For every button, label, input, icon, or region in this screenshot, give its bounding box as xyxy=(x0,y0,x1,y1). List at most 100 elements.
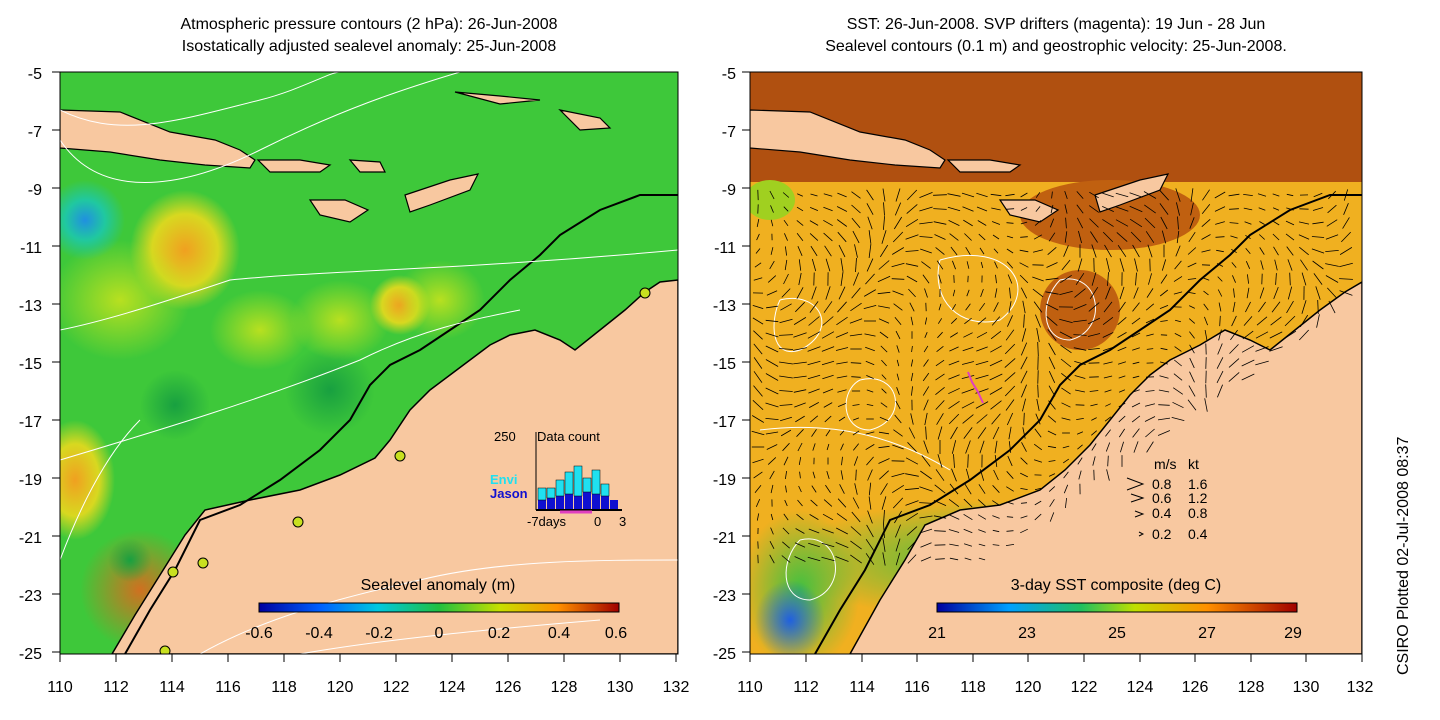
velocity-arrow xyxy=(1006,248,1014,254)
velocity-arrow xyxy=(810,499,818,507)
left-land-islands xyxy=(60,91,612,223)
velocity-arrow xyxy=(835,556,849,562)
velocity-arrow xyxy=(920,542,932,548)
velocity-arrow xyxy=(1272,233,1280,241)
velocity-arrow xyxy=(1035,206,1041,212)
velocity-arrow xyxy=(851,191,861,199)
left-y-tick: -5 xyxy=(28,66,42,83)
velocity-arrow xyxy=(852,404,860,406)
velocity-arrow xyxy=(753,357,763,369)
velocity-arrow xyxy=(1241,373,1255,381)
velocity-arrow xyxy=(1049,218,1055,228)
velocity-arrow xyxy=(1102,192,1114,198)
velocity-arrow xyxy=(1089,286,1099,300)
velocity-arrow xyxy=(1258,207,1266,211)
velocity-arrow xyxy=(1146,333,1154,337)
velocity-arrow xyxy=(908,288,916,298)
inset-bar-jason xyxy=(538,500,546,510)
velocity-arrow xyxy=(1217,289,1223,297)
velocity-arrow xyxy=(1130,231,1142,243)
velocity-arrow xyxy=(1146,441,1154,453)
velocity-arrow xyxy=(1063,245,1069,257)
velocity-arrow xyxy=(1161,230,1167,244)
velocity-arrow xyxy=(1104,244,1112,258)
velocity-arrow xyxy=(1047,415,1057,423)
velocity-arrow xyxy=(1328,190,1336,200)
velocity-arrow xyxy=(765,418,779,420)
velocity-arrow xyxy=(1061,402,1071,408)
velocity-arrow xyxy=(881,359,887,367)
velocity-arrow xyxy=(1090,403,1098,407)
velocity-arrow xyxy=(851,376,861,378)
right-x-tick: 124 xyxy=(1127,679,1154,696)
velocity-arrow xyxy=(1117,244,1127,258)
velocity-arrow xyxy=(1203,290,1209,296)
velocity-arrow xyxy=(1217,384,1223,398)
velocity-arrow xyxy=(798,259,802,271)
velocity-arrow xyxy=(767,457,777,465)
velocity-arrow xyxy=(1022,300,1026,314)
velocity-arrow xyxy=(877,291,891,295)
velocity-arrow xyxy=(1188,292,1196,294)
velocity-arrow xyxy=(1020,488,1028,490)
velocity-arrow xyxy=(1245,248,1251,254)
velocity-arrow xyxy=(952,289,956,297)
velocity-arrow xyxy=(1007,455,1013,467)
velocity-arrow xyxy=(798,457,802,465)
velocity-arrow xyxy=(836,375,848,379)
right-colorbar: 3-day SST composite (deg C) 21 23 25 27 … xyxy=(928,577,1302,642)
velocity-arrow xyxy=(838,244,846,258)
velocity-arrow xyxy=(1009,287,1011,299)
velocity-arrow xyxy=(923,359,929,367)
velocity-arrow xyxy=(1037,341,1039,357)
velocity-arrow xyxy=(778,348,794,350)
velocity-arrow xyxy=(866,524,874,538)
left-colorbar: Sealevel anomaly (m) -0.6 -0.4 -0.2 0 0.… xyxy=(245,577,627,642)
velocity-arrow xyxy=(796,429,804,437)
velocity-arrow xyxy=(822,388,834,394)
velocity-arrow xyxy=(878,458,890,464)
velocity-arrow xyxy=(1007,315,1013,327)
velocity-arrow xyxy=(1325,263,1339,267)
right-y-axis: -5 -7 -9 -11 -13 -15 -17 -19 -21 -23 -25 xyxy=(713,66,736,663)
velocity-arrow xyxy=(935,400,945,410)
velocity-arrow xyxy=(905,218,919,228)
velocity-arrow xyxy=(879,331,889,339)
velocity-arrow xyxy=(785,485,787,493)
velocity-arrow xyxy=(836,206,848,212)
velocity-arrow xyxy=(883,216,885,230)
velocity-arrow xyxy=(1117,332,1127,338)
velocity-arrow xyxy=(1129,205,1143,213)
velocity-arrow xyxy=(975,360,989,366)
velocity-arrow xyxy=(1259,234,1265,240)
velocity-arrow xyxy=(937,331,943,339)
velocity-arrow xyxy=(767,275,777,283)
inset-bars xyxy=(537,465,618,510)
velocity-arrow xyxy=(1048,232,1056,242)
velocity-arrow xyxy=(1104,416,1112,422)
velocity-arrow xyxy=(1175,188,1181,202)
velocity-arrow xyxy=(979,247,985,255)
velocity-arrow xyxy=(922,372,930,382)
velocity-arrow xyxy=(1020,502,1028,504)
velocity-arrow xyxy=(1159,375,1169,379)
velocity-arrow xyxy=(1118,402,1126,408)
velocity-arrow xyxy=(907,554,917,564)
velocity-arrow xyxy=(893,303,903,311)
velocity-arrow xyxy=(994,440,998,454)
velocity-arrow xyxy=(1004,358,1016,368)
velocity-arrow xyxy=(1103,375,1113,379)
velocity-arrow xyxy=(1047,329,1057,341)
velocity-arrow xyxy=(1190,202,1194,216)
velocity-arrow xyxy=(980,261,984,269)
velocity-arrow xyxy=(934,234,946,240)
velocity-arrow xyxy=(821,346,835,352)
left-title-line1: Atmospheric pressure contours (2 hPa): 2… xyxy=(180,16,558,33)
right-y-tick: -7 xyxy=(722,124,736,141)
inset-bar-jason xyxy=(574,496,582,510)
velocity-arrow xyxy=(780,303,792,311)
right-colorbar-tick: 29 xyxy=(1284,625,1302,642)
velocity-arrow xyxy=(765,345,779,353)
velocity-arrow xyxy=(977,499,987,507)
velocity-arrow xyxy=(1159,289,1169,297)
